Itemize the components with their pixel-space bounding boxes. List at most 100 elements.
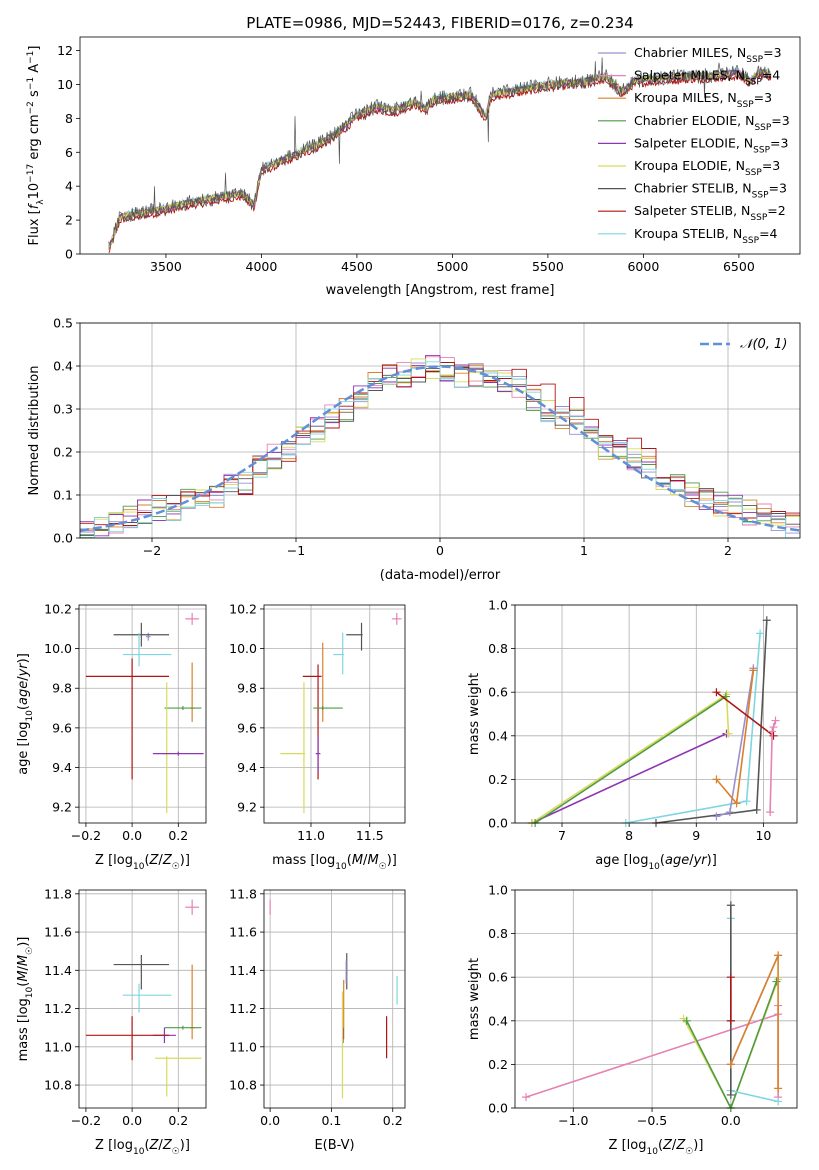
- y-tick-label: 9.8: [237, 681, 257, 696]
- x-tick-label: 0.2: [168, 1113, 188, 1128]
- x-tick-label: 6500: [723, 259, 755, 274]
- y-tick-label: 11.6: [44, 925, 72, 940]
- panel-2-axes: −0.2 0.0 0.2 9.2 9.4 9.6 9.8 10.0 10.2: [44, 601, 206, 843]
- marker-salpeter-stelib: [769, 731, 778, 740]
- panel-6-errorbars: [269, 899, 398, 1099]
- marker-kroupa-miles: [774, 1084, 783, 1093]
- x-tick-label: 0.0: [260, 1113, 280, 1128]
- x-tick-label: 11.0: [297, 828, 325, 843]
- line-chabrier-stelib: [655, 620, 768, 824]
- x-tick-label: 9: [692, 828, 700, 843]
- y-tick-label: 0.6: [488, 685, 508, 700]
- panel-4-frame: [514, 604, 798, 824]
- y-tick-label: 1.0: [488, 883, 508, 898]
- y-tick-label: 11.8: [44, 886, 72, 901]
- line-salpeter-elodie: [531, 732, 727, 824]
- legend-label: Chabrier MILES, NSSP=3: [634, 45, 782, 65]
- marker-kroupa-miles: [749, 666, 758, 675]
- marker-salpeter-stelib: [726, 973, 735, 982]
- x-axis-label: mass [log10(M/M☉)]: [272, 853, 397, 872]
- panel-1-frame: [79, 322, 801, 539]
- x-tick-label: 0.2: [168, 828, 188, 843]
- marker-kroupa-miles: [774, 951, 783, 960]
- panel-5-frame: [78, 889, 207, 1109]
- y-tick-label: 9.6: [52, 720, 72, 735]
- marker-salpeter-miles: [766, 808, 775, 817]
- y-tick-label: 0.2: [488, 772, 508, 787]
- y-tick-label: 9.2: [52, 800, 72, 815]
- x-tick-label: 5500: [532, 259, 564, 274]
- x-tick-label: 0: [436, 543, 444, 558]
- marker-chabrier-stelib: [726, 1090, 735, 1099]
- marker-chabrier-elodie: [772, 977, 781, 986]
- panel-0-axes: 3500 4000 4500 5000 5500 6000 6500 0 2 4 6 8 10 12: [57, 43, 755, 274]
- x-tick-label: 11.5: [356, 828, 384, 843]
- y-tick-label: 10: [57, 77, 73, 92]
- panel-6-axes: 0.0 0.1 0.2 10.8 11.0 11.2 11.4 11.6 11.8: [229, 886, 405, 1128]
- y-tick-label: 0.3: [53, 402, 73, 417]
- y-tick-label: 0.0: [488, 816, 508, 831]
- y-tick-label: 4: [65, 179, 73, 194]
- x-axis-label: E(B-V): [314, 1138, 354, 1153]
- y-tick-label: 9.4: [52, 760, 72, 775]
- y-axis-label: age [log10(age/yr)]: [16, 653, 35, 775]
- gaussian-curve: [79, 365, 801, 532]
- y-tick-label: 0.1: [53, 488, 73, 503]
- x-axis-label: age [log10(age/yr)]: [595, 853, 717, 872]
- legend-label: Chabrier STELIB, NSSP=3: [634, 181, 787, 201]
- x-tick-label: −1: [287, 543, 305, 558]
- line-chabrier-elodie: [534, 695, 727, 824]
- legend-label: 𝒩(0, 1): [740, 337, 787, 352]
- x-tick-label: 7: [558, 828, 566, 843]
- y-tick-label: 10.8: [44, 1078, 72, 1093]
- x-tick-label: −0.2: [71, 1113, 101, 1128]
- y-tick-label: 8: [65, 111, 73, 126]
- histogram-kroupa-stelib: [80, 361, 800, 539]
- marker-salpeter-miles: [769, 723, 778, 732]
- marker-kroupa-miles: [732, 799, 741, 808]
- marker-salpeter-miles: [522, 1093, 531, 1102]
- marker-kroupa-elodie: [724, 729, 733, 738]
- y-axis-label: mass weight: [467, 673, 482, 755]
- figure-title: PLATE=0986, MJD=52443, FIBERID=0176, z=0…: [246, 14, 633, 32]
- line-salpeter-miles: [769, 720, 777, 813]
- legend-label: Salpeter ELODIE, NSSP=3: [634, 135, 788, 155]
- marker-chabrier-stelib: [752, 805, 761, 814]
- spectrum-line-salpeter-stelib: [108, 73, 772, 253]
- panel-3-axes: 11.0 11.5 9.2 9.4 9.6 9.8 10.0 10.2: [229, 601, 405, 843]
- x-tick-label: 0.0: [122, 1113, 142, 1128]
- marker-salpeter-miles: [771, 716, 780, 725]
- y-tick-label: 0.5: [53, 316, 73, 331]
- y-tick-label: 9.6: [237, 720, 257, 735]
- y-tick-label: 9.4: [237, 760, 257, 775]
- x-tick-label: 8: [625, 828, 633, 843]
- y-axis-label: mass weight: [467, 958, 482, 1040]
- marker-kroupa-miles: [726, 1060, 735, 1069]
- y-axis-label: Flux [fλ10−17 erg cm−2 s−1 A−1]: [26, 46, 46, 246]
- panel-7-axes: −1.0 −0.5 0.0 0.0 0.2 0.4 0.6 0.8 1.0: [488, 883, 797, 1128]
- x-axis-label: (data-model)/error: [380, 568, 501, 583]
- panel-1-axes: −2 −1 0 1 2 0.0 0.1 0.2 0.3 0.4 0.5: [53, 316, 800, 558]
- marker-chabrier-stelib: [726, 901, 735, 910]
- panel-2-errorbars: [85, 612, 204, 814]
- x-tick-label: 10: [755, 828, 771, 843]
- y-tick-label: 6: [65, 145, 73, 160]
- line-salpeter-stelib: [715, 691, 774, 737]
- panel-4-lines: [527, 616, 780, 827]
- y-tick-label: 0.4: [488, 1013, 508, 1028]
- y-tick-label: 0.8: [488, 926, 508, 941]
- marker-chabrier-elodie: [682, 1016, 691, 1025]
- y-tick-label: 0.4: [488, 728, 508, 743]
- x-tick-label: −2: [143, 543, 161, 558]
- panel-5-axes: −0.2 0.0 0.2 10.8 11.0 11.2 11.4 11.6 11.8: [44, 886, 206, 1128]
- x-tick-label: 4500: [341, 259, 373, 274]
- y-tick-label: 10.2: [44, 601, 72, 616]
- marker-kroupa-stelib: [742, 797, 751, 806]
- y-tick-label: 10.0: [44, 641, 72, 656]
- y-tick-label: 11.2: [229, 1001, 257, 1016]
- y-tick-label: 0.6: [488, 970, 508, 985]
- y-axis-label: mass [log10(M/M☉)]: [16, 937, 35, 1062]
- y-tick-label: 11.0: [229, 1039, 257, 1054]
